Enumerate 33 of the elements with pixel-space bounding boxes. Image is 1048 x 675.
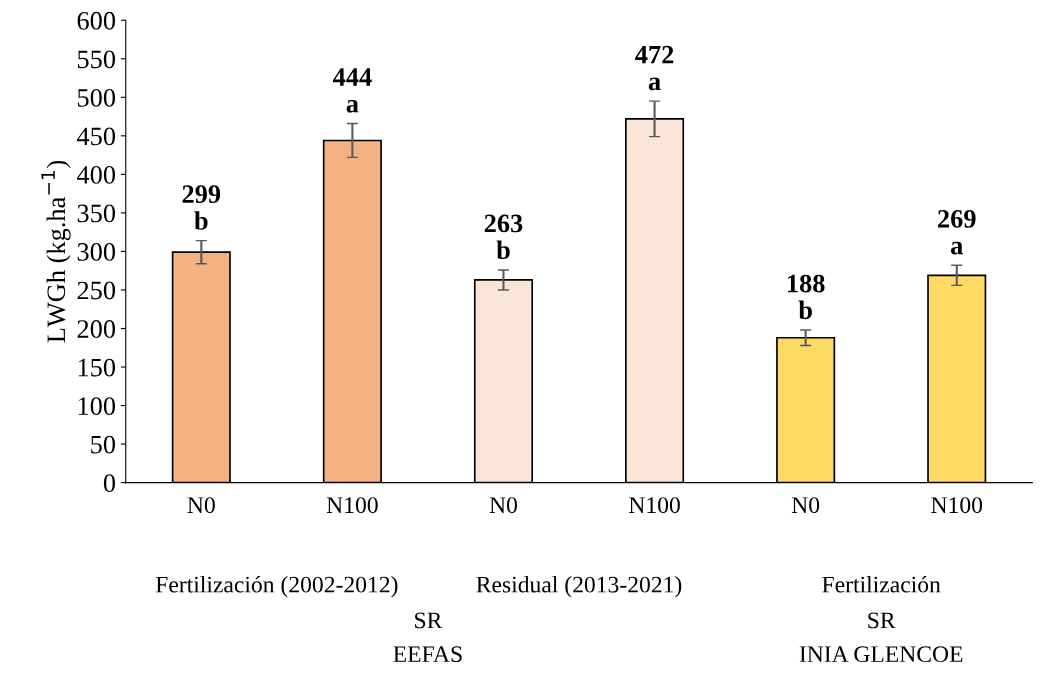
text: INIA GLENCOE xyxy=(799,646,963,663)
y-tick-label: 150 xyxy=(78,358,116,377)
y-tick-label: 0 xyxy=(103,474,116,493)
data-label: 269 a xyxy=(938,209,976,255)
x-tick-label: N100 xyxy=(629,497,680,514)
data-label: 263 b xyxy=(484,214,523,260)
text: Residual (2013-2021) xyxy=(476,575,682,598)
x-tick-label: N0 xyxy=(791,497,820,514)
y-tick-label: 100 xyxy=(78,397,116,415)
y-tick-label: 500 xyxy=(77,88,116,107)
text: Fertilización (2002-2012) xyxy=(155,575,398,598)
text: Fertilización xyxy=(822,575,941,593)
data-label: 188 b xyxy=(787,274,825,320)
y-tick-label: 450 xyxy=(76,127,116,146)
text: SR xyxy=(415,612,443,629)
x-tick-label: N0 xyxy=(489,497,517,514)
y-tick-label: 600 xyxy=(77,11,116,30)
data-label: 299 b xyxy=(182,185,221,230)
y-tick-label: 550 xyxy=(77,50,116,69)
text: EEFAS xyxy=(393,646,462,663)
y-axis-title: LWGh (kg.ha$^{−1}$) xyxy=(41,160,71,343)
y-tick-label: 350 xyxy=(77,204,116,223)
y-tick-label: 300 xyxy=(77,243,116,261)
x-tick-label: N100 xyxy=(931,497,983,514)
data-label: 472 a xyxy=(635,45,674,91)
y-tick-label: 50 xyxy=(91,435,116,454)
x-tick-label: N0 xyxy=(187,497,215,514)
text: SR xyxy=(868,612,896,629)
y-tick-label: 400 xyxy=(76,165,116,184)
data-label: 444 a xyxy=(332,68,372,113)
y-tick-label: 200 xyxy=(77,320,116,338)
x-tick-label: N100 xyxy=(326,497,378,514)
y-tick-label: 250 xyxy=(77,281,116,300)
